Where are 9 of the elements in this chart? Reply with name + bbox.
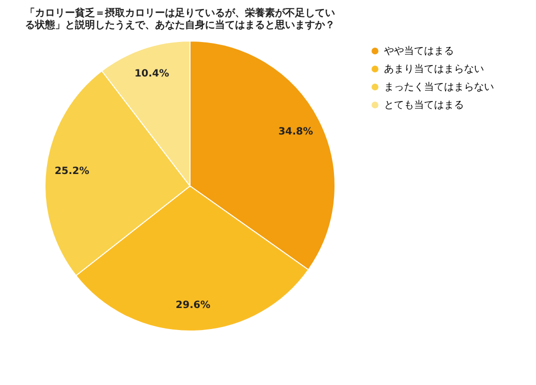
data-label: 10.4% <box>134 68 170 80</box>
chart-title: 「カロリー貧乏＝摂取カロリーは足りているが、栄養素が不足している状態」と説明したうえで、あなた自身に当てはまると思いますか？ <box>25 7 335 31</box>
data-label: 25.2% <box>54 166 90 178</box>
data-label: 29.6% <box>176 300 210 311</box>
legend-label: とても当てはまる <box>384 99 464 111</box>
legend-label: やや当てはまる <box>384 45 454 57</box>
data-label: 34.8% <box>278 126 314 138</box>
legend-label: まったく当てはまらない <box>384 81 494 93</box>
legend-label: あまり当てはまらない <box>384 63 484 75</box>
